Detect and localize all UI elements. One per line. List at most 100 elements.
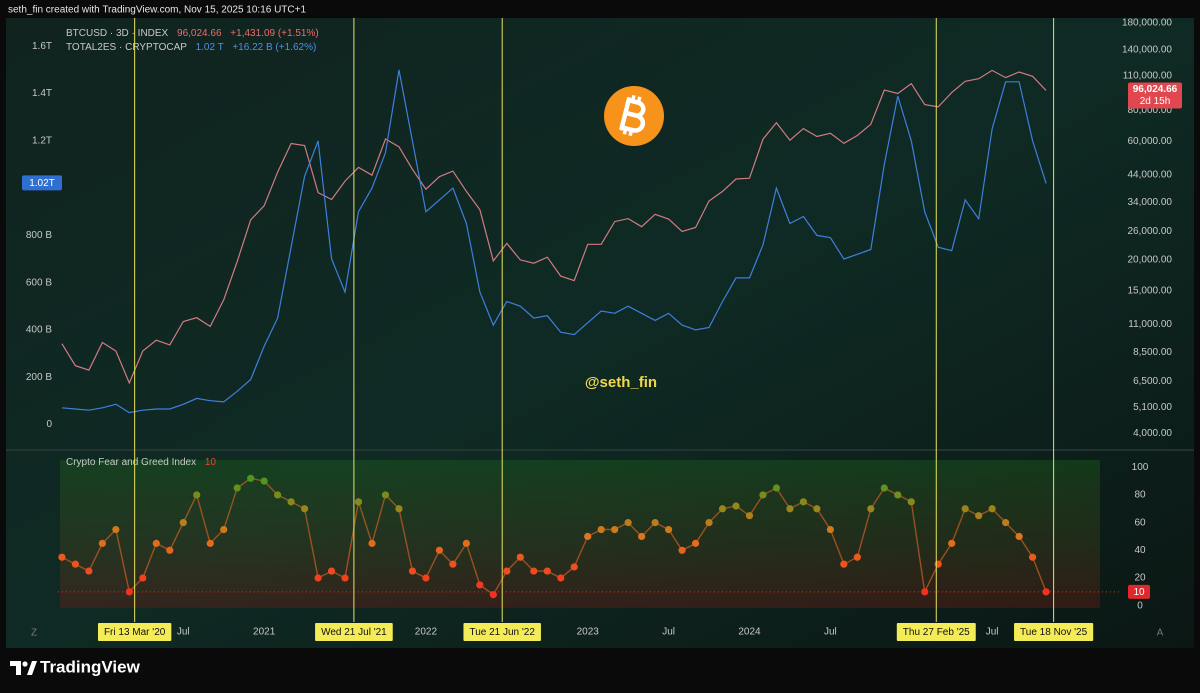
series-line	[61, 69, 1047, 385]
data-dot	[799, 498, 808, 506]
corner-button[interactable]: A	[1157, 628, 1164, 639]
y2-tick-label: 4,000.00	[1133, 428, 1172, 439]
data-dot	[570, 563, 578, 571]
y-tick-label: 600 B	[26, 277, 52, 288]
data-dot	[422, 574, 430, 582]
y2-tick-label: 44,000.00	[1128, 169, 1173, 180]
date-marker: Tue 18 Nov '25	[1014, 623, 1094, 641]
data-dot	[597, 525, 605, 534]
y-tick-label: 20	[1134, 573, 1146, 584]
data-dot	[314, 574, 322, 582]
data-dot	[853, 553, 861, 561]
y2-tick-label: 5,100.00	[1133, 402, 1172, 413]
date-marker-box	[315, 623, 393, 641]
y-tick-label: 80	[1134, 490, 1146, 501]
data-dot	[948, 539, 956, 547]
current-badge	[1128, 584, 1150, 599]
watermark: @seth_fin	[585, 374, 657, 391]
data-dot	[112, 525, 120, 534]
date-marker-box	[1014, 623, 1094, 641]
data-dot	[435, 546, 444, 554]
data-dot	[638, 532, 646, 541]
data-dot	[193, 491, 201, 499]
date-marker-label: Wed 21 Jul '21	[321, 627, 387, 638]
data-dot	[300, 505, 309, 513]
data-dot	[260, 477, 268, 485]
data-dot	[651, 519, 659, 527]
data-dot	[354, 498, 363, 506]
y-tick-label: 60	[1134, 517, 1146, 528]
date-marker-label: Tue 18 Nov '25	[1020, 627, 1088, 638]
data-dot	[813, 505, 821, 513]
data-dot	[98, 539, 106, 547]
x-tick-label: Jul	[824, 627, 837, 638]
corner-button[interactable]: Z	[31, 628, 37, 639]
data-dot	[745, 512, 754, 520]
legend-change: +16.22 B (+1.62%)	[232, 42, 316, 53]
data-dot	[247, 474, 255, 482]
x-tick-label: Jul	[662, 627, 675, 638]
legend-btc: BTCUSD · 3D · INDEX 96,024.66 +1,431.09 …	[66, 28, 319, 39]
data-dot	[341, 574, 349, 582]
x-tick-label: 2024	[738, 627, 761, 638]
sentiment-zones	[60, 460, 1100, 608]
data-dot	[516, 553, 524, 561]
data-dot	[152, 539, 160, 547]
data-dot	[71, 560, 80, 568]
data-dot	[557, 574, 565, 582]
date-marker: Wed 21 Jul '21	[315, 623, 393, 641]
y2-tick-label: 15,000.00	[1128, 286, 1173, 297]
data-dot	[678, 546, 686, 554]
y2-tick-label: 110,000.00	[1123, 70, 1173, 81]
y-tick-label: 400 B	[26, 325, 52, 336]
data-dot	[381, 491, 390, 499]
data-dot	[975, 512, 983, 520]
data-dot	[166, 546, 174, 554]
y-tick-label: 100	[1132, 462, 1149, 473]
data-dot	[624, 519, 632, 527]
date-marker-label: Tue 21 Jun '22	[469, 627, 535, 638]
data-dot	[772, 484, 781, 492]
value-badge	[22, 175, 62, 191]
data-dot	[368, 539, 376, 547]
series-line	[61, 69, 1047, 414]
data-dot	[705, 519, 713, 527]
y2-tick-label: 20,000.00	[1128, 255, 1173, 266]
date-marker-label: Fri 13 Mar '20	[104, 627, 166, 638]
price-badge-value: 96,024.66	[1133, 84, 1178, 95]
data-dot	[327, 567, 336, 575]
data-dot	[287, 498, 295, 506]
data-dot	[1028, 553, 1037, 561]
brand-name: TradingView	[40, 657, 141, 676]
y2-tick-label: 80,000.00	[1128, 105, 1173, 116]
data-dot	[880, 484, 888, 492]
data-dot	[1002, 519, 1010, 527]
legend-name: BTCUSD · 3D · INDEX	[66, 28, 169, 39]
data-dot	[179, 519, 187, 527]
data-dot	[139, 574, 147, 582]
data-dot	[718, 505, 727, 513]
date-marker: Tue 21 Jun '22	[463, 623, 541, 641]
data-dot	[961, 505, 969, 513]
value-badge-label: 1.02T	[29, 178, 55, 189]
data-dot	[476, 581, 484, 589]
y-tick-label: 40	[1134, 545, 1146, 556]
data-dot	[274, 491, 282, 499]
data-dot	[408, 567, 417, 575]
data-dot	[826, 525, 834, 534]
y-tick-label: 200 B	[26, 372, 52, 383]
data-dot	[988, 505, 996, 513]
date-marker-box	[97, 623, 172, 641]
data-dot	[530, 567, 538, 575]
data-dot	[58, 553, 66, 561]
y-tick-label: 0	[1137, 600, 1143, 611]
data-dot	[584, 532, 592, 541]
legend-value: 1.02 T	[196, 42, 224, 53]
x-tick-label: 2021	[253, 627, 276, 638]
data-dot	[1015, 532, 1023, 541]
data-dot	[543, 567, 551, 575]
data-dot	[759, 491, 767, 499]
x-tick-label: 2023	[577, 627, 600, 638]
data-dot	[503, 567, 511, 575]
data-dot	[85, 567, 93, 575]
